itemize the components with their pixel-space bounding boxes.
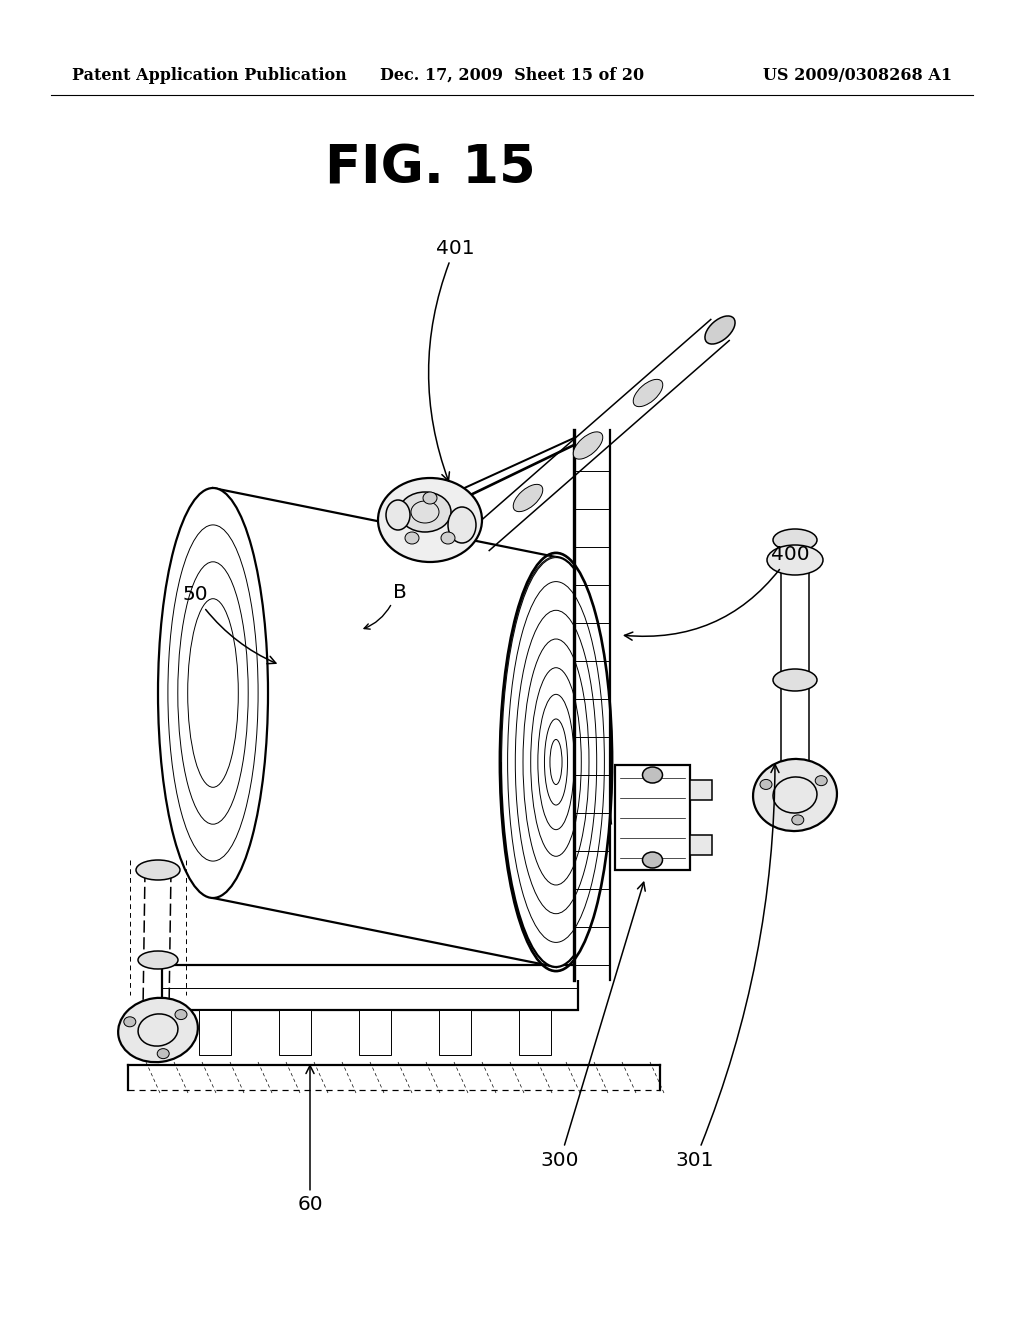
Bar <box>574 430 610 979</box>
Text: 301: 301 <box>676 764 779 1170</box>
Bar <box>519 1010 551 1055</box>
Ellipse shape <box>441 532 455 544</box>
Ellipse shape <box>136 861 180 880</box>
Ellipse shape <box>386 500 410 531</box>
Text: Patent Application Publication: Patent Application Publication <box>72 66 347 83</box>
Bar <box>690 780 712 800</box>
Ellipse shape <box>513 484 543 512</box>
Ellipse shape <box>158 488 268 898</box>
Text: 400: 400 <box>625 545 809 640</box>
Ellipse shape <box>399 492 451 532</box>
Bar <box>359 1010 391 1055</box>
Bar <box>690 836 712 855</box>
Ellipse shape <box>118 998 198 1063</box>
Bar <box>199 1010 231 1055</box>
Text: B: B <box>393 583 407 602</box>
Bar <box>162 965 578 1010</box>
Ellipse shape <box>138 950 178 969</box>
Text: FIG. 15: FIG. 15 <box>325 143 536 194</box>
Text: US 2009/0308268 A1: US 2009/0308268 A1 <box>763 66 952 83</box>
Ellipse shape <box>792 814 804 825</box>
Ellipse shape <box>175 1010 187 1019</box>
Ellipse shape <box>573 432 603 459</box>
Ellipse shape <box>423 492 437 504</box>
Ellipse shape <box>760 779 772 789</box>
Ellipse shape <box>642 767 663 783</box>
Ellipse shape <box>449 507 476 543</box>
Ellipse shape <box>773 529 817 550</box>
Bar <box>279 1010 311 1055</box>
Ellipse shape <box>773 669 817 690</box>
Bar <box>615 766 690 870</box>
Ellipse shape <box>753 759 837 832</box>
Ellipse shape <box>633 379 663 407</box>
Ellipse shape <box>767 545 823 576</box>
Ellipse shape <box>378 478 482 562</box>
Ellipse shape <box>406 532 419 544</box>
Polygon shape <box>213 488 556 968</box>
Ellipse shape <box>158 1048 169 1059</box>
Ellipse shape <box>642 851 663 869</box>
Bar <box>439 1010 471 1055</box>
Text: 60: 60 <box>297 1065 323 1214</box>
Ellipse shape <box>705 315 735 345</box>
Text: 50: 50 <box>182 586 275 664</box>
Text: Dec. 17, 2009  Sheet 15 of 20: Dec. 17, 2009 Sheet 15 of 20 <box>380 66 644 83</box>
Ellipse shape <box>124 1016 136 1027</box>
Text: 300: 300 <box>541 882 645 1170</box>
Ellipse shape <box>815 776 827 785</box>
Text: 401: 401 <box>429 239 474 480</box>
Ellipse shape <box>501 557 611 968</box>
